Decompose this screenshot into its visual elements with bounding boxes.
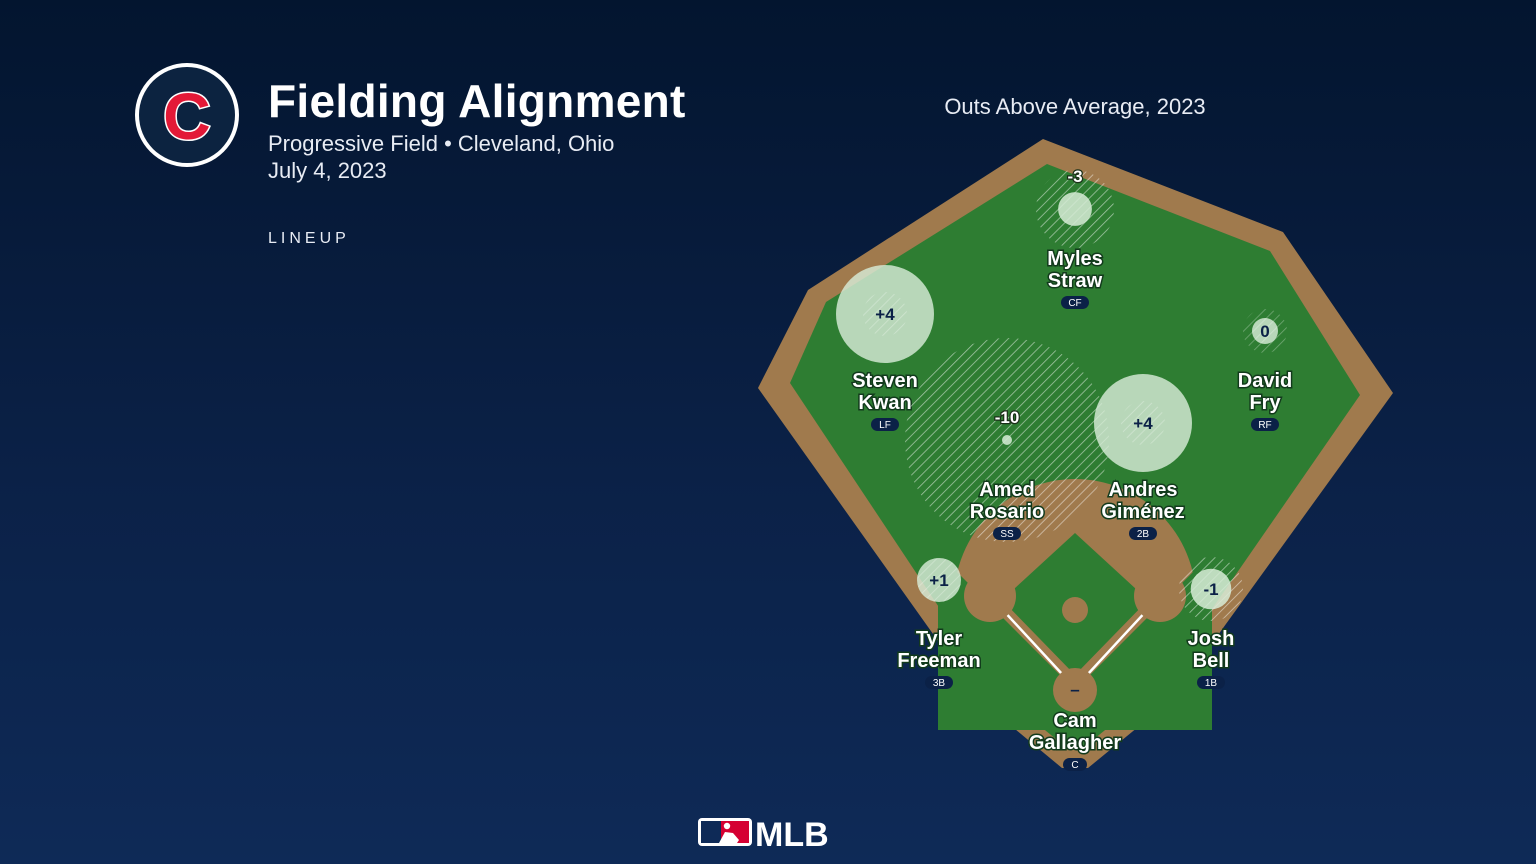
lineup-label: LINEUP — [268, 230, 350, 247]
first-base-cutout — [1134, 570, 1186, 622]
position-badge — [1251, 418, 1279, 431]
position-badge — [871, 418, 899, 431]
position-label: 1B — [1205, 678, 1218, 689]
game-info: Progressive Field • Cleveland, Ohio July… — [268, 130, 614, 184]
infield-lower-grass — [938, 553, 1212, 730]
player-last-name: Freeman — [897, 650, 980, 672]
player-last-name: Gallagher — [1029, 732, 1121, 754]
oaa-bubble-core — [917, 558, 961, 602]
player-last-name: Straw — [1048, 270, 1103, 292]
player-first-name: Myles — [1047, 248, 1103, 270]
chart-title: Outs Above Average, 2023 — [944, 94, 1206, 119]
position-label: RF — [1258, 420, 1271, 431]
mlb-wordmark: MLB — [755, 816, 829, 852]
player-last-name: Giménez — [1101, 501, 1184, 523]
player-first-name: Josh — [1188, 628, 1235, 650]
position-label: 2B — [1137, 529, 1150, 540]
position-badge — [993, 527, 1021, 540]
oaa-bubble-core — [1058, 192, 1092, 226]
oaa-bubble-core — [1243, 309, 1287, 353]
player-first-name: Steven — [852, 370, 918, 392]
position-label: SS — [1000, 529, 1014, 540]
oaa-value-text: -1 — [1203, 580, 1218, 599]
player-first-name: Andres — [1109, 479, 1178, 501]
mlb-logo: MLB — [697, 812, 842, 854]
player-first-name: Cam — [1053, 710, 1096, 732]
page-title: Fielding Alignment — [268, 75, 686, 127]
oaa-value-text: +4 — [875, 305, 895, 324]
oaa-bubble-core — [1190, 568, 1232, 610]
position-badge — [1197, 676, 1225, 689]
player-first-name: Tyler — [916, 628, 963, 650]
date-text: July 4, 2023 — [268, 158, 387, 183]
player-last-name: Bell — [1193, 650, 1230, 672]
oaa-value-text: -10 — [995, 408, 1020, 427]
player-last-name: Kwan — [858, 392, 911, 414]
position-badge — [1061, 296, 1089, 309]
position-badge — [925, 676, 953, 689]
oaa-value-text: – — [1070, 680, 1079, 699]
position-label: CF — [1068, 298, 1081, 309]
oaa-value-text: 0 — [1260, 322, 1269, 341]
position-badge — [1129, 527, 1157, 540]
position-label: 3B — [933, 678, 946, 689]
home-plate-circle — [1053, 668, 1097, 712]
oaa-value-text: +4 — [1133, 414, 1153, 433]
position-label: C — [1071, 760, 1078, 771]
oaa-bubble-core — [1002, 435, 1012, 445]
oaa-value-text: -3 — [1067, 167, 1082, 186]
logo-letter: C — [163, 79, 211, 153]
player-first-name: David — [1238, 370, 1292, 392]
third-base-cutout — [964, 570, 1016, 622]
player-last-name: Fry — [1249, 392, 1281, 414]
oaa-bubble-core — [1121, 401, 1165, 445]
pitchers-mound — [1062, 597, 1088, 623]
venue-text: Progressive Field • Cleveland, Ohio — [268, 131, 615, 156]
oaa-bubble-core — [863, 292, 907, 336]
position-badge — [1063, 758, 1087, 771]
position-label: LF — [879, 420, 891, 431]
oaa-value-text: +1 — [929, 571, 948, 590]
player-last-name: Rosario — [970, 501, 1044, 523]
team-logo: C — [135, 63, 239, 167]
player-first-name: Amed — [979, 479, 1035, 501]
